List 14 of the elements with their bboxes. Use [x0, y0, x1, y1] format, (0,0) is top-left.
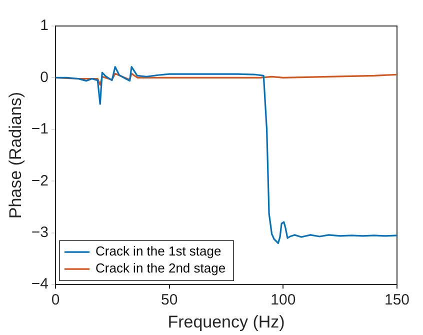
x-axis-title: Frequency (Hz): [168, 312, 285, 332]
x-tick-label: 0: [51, 292, 60, 309]
y-tick-label: −2: [31, 172, 48, 190]
y-tick-label: −1: [31, 120, 48, 138]
y-tick-label: 1: [40, 17, 48, 34]
y-tick-label: −3: [31, 224, 48, 242]
legend-label: Crack in the 1st stage: [96, 244, 222, 259]
x-tick-label: 100: [270, 292, 296, 309]
x-tick-label: 150: [384, 292, 410, 309]
y-axis-title: Phase (Radians): [6, 92, 25, 219]
y-tick-label: −4: [31, 276, 48, 293]
y-tick-label: 0: [40, 68, 48, 86]
x-tick-label: 50: [160, 292, 178, 309]
legend-label: Crack in the 2nd stage: [96, 260, 226, 276]
